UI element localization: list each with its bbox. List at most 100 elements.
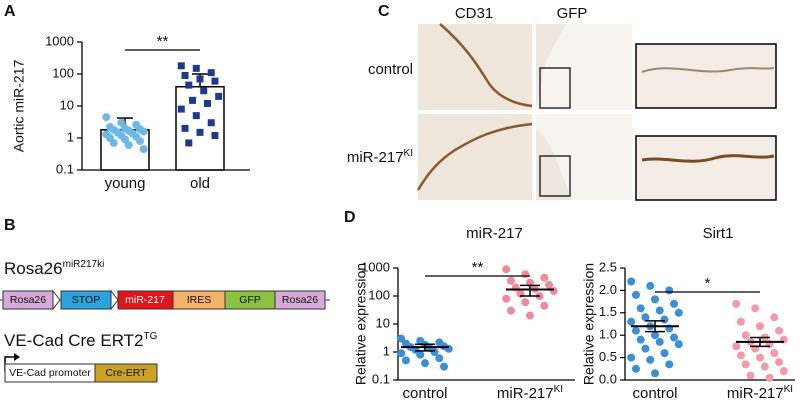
data-point — [627, 317, 636, 326]
data-point — [746, 371, 755, 380]
chart-title: miR-217 — [466, 225, 523, 242]
data-point — [109, 138, 118, 147]
data-point — [732, 342, 741, 351]
chart-title: Sirt1 — [703, 225, 734, 242]
data-point — [540, 301, 549, 310]
data-point — [636, 335, 645, 344]
column-header: CD31 — [455, 5, 493, 22]
element-label: VE-Cad promoter — [9, 367, 91, 379]
data-point — [211, 77, 219, 85]
y-tick-label: 2.5 — [599, 259, 617, 274]
lumen — [536, 114, 632, 200]
data-point — [651, 331, 659, 340]
element-box — [94, 363, 158, 383]
construct-diagram: Rosa26miR217ki Rosa26 STOP miR-217 IRES … — [0, 259, 330, 383]
element-box — [274, 290, 326, 310]
data-point — [177, 105, 185, 113]
y-tick-label: 1000 — [45, 33, 74, 48]
data-point — [211, 131, 219, 139]
inset-box — [539, 67, 571, 109]
data-point — [651, 295, 659, 304]
data-point — [655, 337, 664, 346]
data-point — [674, 308, 683, 317]
allele-superscript: miR217ki — [63, 259, 105, 270]
data-point — [502, 265, 511, 274]
x-tick-label: control — [632, 385, 677, 400]
panel-label: C — [378, 3, 390, 20]
data-point — [521, 270, 530, 279]
allele-superscript: TG — [144, 331, 158, 342]
data-point — [545, 280, 554, 289]
data-point — [631, 364, 640, 373]
x-tick-label: miR-217 — [727, 385, 784, 400]
data-point — [674, 340, 683, 349]
data-point — [203, 99, 211, 107]
data-point — [641, 344, 650, 353]
data-point — [177, 62, 185, 70]
data-point — [741, 360, 750, 369]
micrograph-grid: CD31 GFP control miR-217KI — [347, 5, 777, 201]
data-point — [506, 276, 515, 285]
data-point — [185, 81, 193, 89]
y-tick-label: 0.1 — [372, 371, 390, 386]
loxp — [52, 289, 61, 311]
data-point — [775, 358, 784, 367]
y-tick-label: 1 — [67, 129, 74, 144]
data-point — [139, 145, 148, 154]
data-point — [207, 69, 215, 77]
vessel-stain — [439, 23, 533, 108]
data-point — [660, 349, 669, 358]
row-superscript: KI — [404, 148, 413, 159]
element-label: Rosa26 — [10, 294, 46, 306]
allele-name: Rosa26 — [4, 259, 63, 278]
y-tick-label: 0.0 — [599, 371, 617, 386]
data-point — [117, 118, 126, 127]
data-point — [421, 359, 429, 368]
data-point — [627, 353, 636, 362]
data-point — [631, 290, 640, 299]
data-point — [397, 349, 406, 358]
data-point — [646, 281, 655, 290]
data-point — [770, 349, 779, 358]
allele-name: VE-Cad Cre ERT2 — [4, 331, 144, 350]
significance-label: ** — [157, 33, 169, 50]
data-point — [540, 273, 549, 282]
data-point — [736, 351, 745, 360]
panel-label: A — [4, 3, 16, 20]
data-point — [756, 353, 764, 362]
data-point — [670, 333, 679, 342]
data-point — [135, 137, 144, 146]
row-label: miR-217 — [347, 149, 404, 166]
x-tick-label: miR-217KI — [727, 384, 793, 400]
data-point — [655, 306, 664, 315]
data-point — [181, 71, 189, 79]
y-axis-label: Relative expression — [581, 263, 597, 385]
x-tick-label: control — [402, 385, 447, 400]
data-point — [741, 331, 750, 340]
y-tick-label: 100 — [52, 65, 74, 80]
y-tick-label: 100 — [368, 287, 390, 302]
y-tick-label: 0.5 — [599, 349, 617, 364]
data-point — [502, 294, 511, 303]
data-point — [756, 322, 764, 331]
row-label: miR-217KI — [347, 148, 413, 166]
data-point — [189, 96, 197, 104]
element-label: miR-217 — [125, 294, 165, 306]
data-point — [185, 139, 193, 147]
data-point — [646, 355, 655, 364]
lumen — [536, 24, 632, 110]
x-tick-label: young — [105, 175, 146, 192]
data-point — [207, 119, 215, 127]
y-axis-label: Aortic miR-217 — [11, 60, 27, 153]
vessel-stain — [641, 67, 775, 73]
panel-label: D — [344, 209, 356, 226]
data-point — [751, 304, 760, 313]
inset-box — [539, 155, 571, 197]
data-point — [416, 350, 425, 359]
data-point — [401, 356, 410, 365]
micrograph — [418, 114, 532, 200]
data-point — [430, 348, 439, 356]
data-point — [181, 124, 189, 132]
y-tick-label: 0.1 — [56, 161, 74, 176]
